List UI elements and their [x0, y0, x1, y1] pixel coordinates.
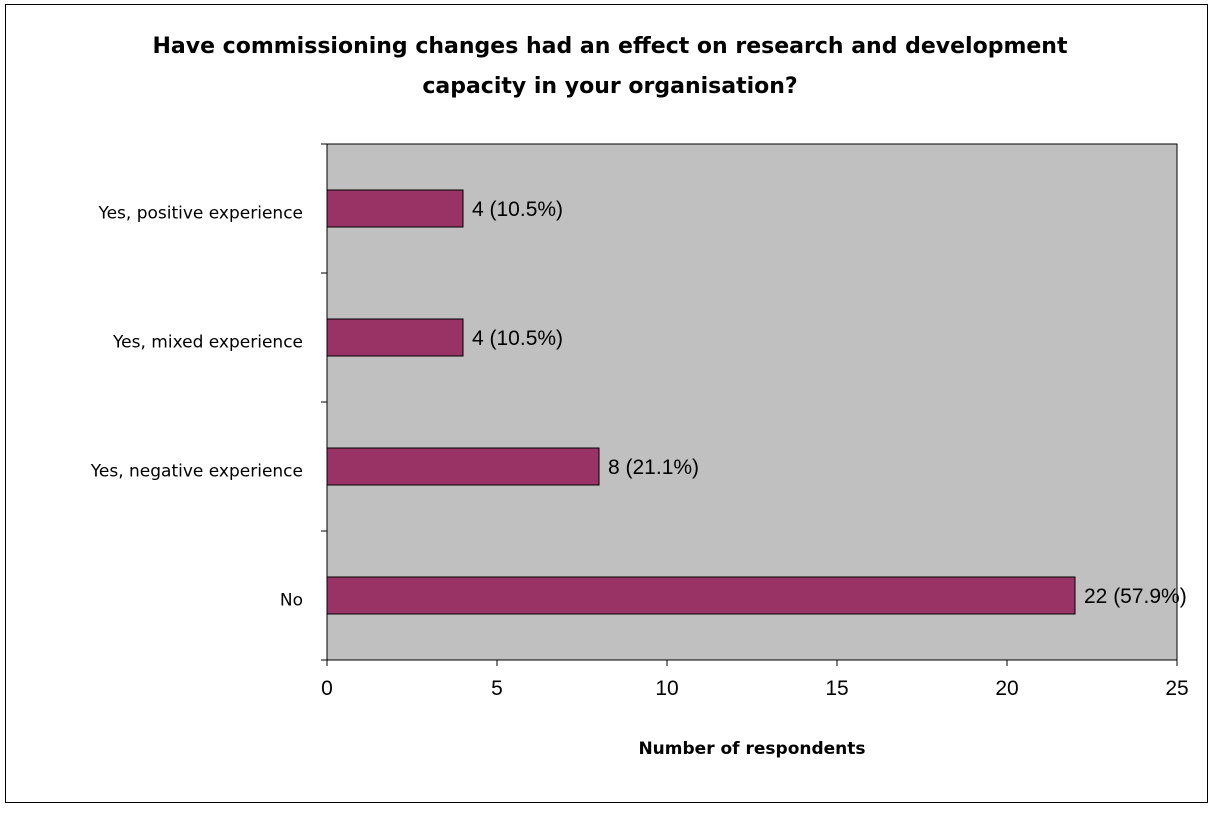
category-label: No	[280, 591, 303, 611]
data-labels: 4 (10.5%) 4 (10.5%) 8 (21.1%) 22 (57.9%)	[472, 198, 1187, 608]
x-tick-label: 25	[1165, 677, 1188, 700]
category-label: Yes, positive experience	[97, 204, 303, 224]
chart-title-line-1: Have commissioning changes had an effect…	[153, 34, 1068, 59]
bar	[326, 447, 600, 486]
x-tick-label: 20	[995, 677, 1018, 700]
x-tick-label: 0	[321, 677, 333, 700]
plot-area	[326, 143, 1178, 661]
data-label: 4 (10.5%)	[472, 327, 563, 350]
bar	[326, 576, 1076, 615]
x-axis-title: Number of respondents	[638, 739, 865, 759]
chart-title-line-2: capacity in your organisation?	[422, 74, 797, 99]
bar	[326, 189, 464, 228]
data-label: 8 (21.1%)	[608, 456, 699, 479]
y-axis	[321, 143, 328, 661]
x-axis: 0 5 10 15 20 25	[321, 659, 1189, 700]
data-label: 4 (10.5%)	[472, 198, 563, 221]
data-label: 22 (57.9%)	[1084, 585, 1187, 608]
bar	[326, 318, 464, 357]
x-tick-label: 5	[491, 677, 503, 700]
category-label: Yes, mixed experience	[112, 333, 303, 353]
category-labels: Yes, positive experience Yes, mixed exper…	[90, 204, 303, 611]
x-tick-label: 15	[825, 677, 848, 700]
bars	[326, 189, 1076, 615]
category-label: Yes, negative experience	[90, 462, 303, 482]
x-tick-label: 10	[655, 677, 678, 700]
